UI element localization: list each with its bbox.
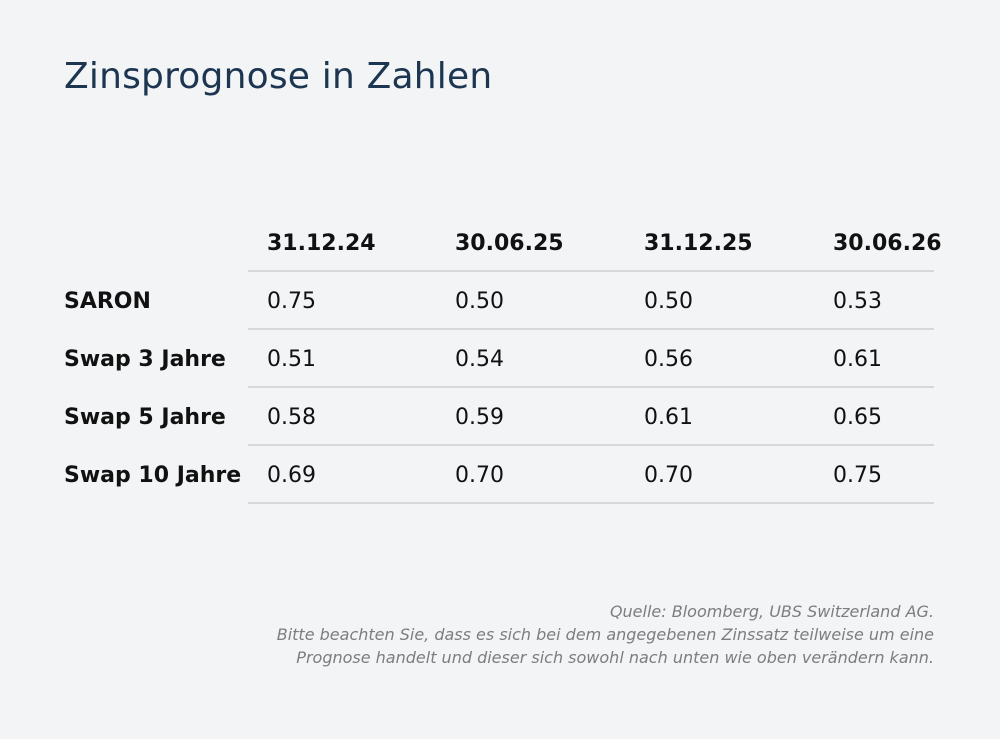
row-divider	[248, 444, 934, 446]
table-cell: 0.50	[455, 288, 504, 314]
table-cell: 0.61	[644, 404, 693, 430]
footnote: Quelle: Bloomberg, UBS Switzerland AG. B…	[214, 600, 934, 669]
row-divider	[248, 328, 934, 330]
row-label: Swap 10 Jahre	[64, 462, 242, 488]
row-label: SARON	[64, 288, 151, 314]
table-row: Swap 5 Jahre 0.58 0.59 0.61 0.65	[64, 388, 934, 446]
table-cell: 0.69	[267, 462, 316, 488]
disclaimer-line: Bitte beachten Sie, dass es sich bei dem…	[276, 625, 934, 644]
table-cell: 0.70	[644, 462, 693, 488]
column-header: 30.06.26	[833, 230, 942, 256]
table-row: Swap 10 Jahre 0.69 0.70 0.70 0.75	[64, 446, 934, 504]
table-cell: 0.61	[833, 346, 882, 372]
forecast-table: 31.12.24 30.06.25 31.12.25 30.06.26 SARO…	[64, 214, 942, 504]
column-header: 31.12.24	[267, 230, 376, 256]
column-header: 31.12.25	[644, 230, 753, 256]
row-label: Swap 5 Jahre	[64, 404, 226, 430]
table-cell: 0.70	[455, 462, 504, 488]
table-row: Swap 3 Jahre 0.51 0.54 0.56 0.61	[64, 330, 934, 388]
row-divider	[248, 270, 934, 272]
disclaimer-line: Prognose handelt und dieser sich sowohl …	[296, 648, 934, 667]
column-header: 30.06.25	[455, 230, 564, 256]
table-cell: 0.51	[267, 346, 316, 372]
row-label: Swap 3 Jahre	[64, 346, 226, 372]
table-cell: 0.53	[833, 288, 882, 314]
row-divider	[248, 386, 934, 388]
row-divider	[248, 502, 934, 504]
table-cell: 0.54	[455, 346, 504, 372]
table-header-row: 31.12.24 30.06.25 31.12.25 30.06.26	[64, 214, 942, 272]
table-cell: 0.59	[455, 404, 504, 430]
table-cell: 0.58	[267, 404, 316, 430]
page-title: Zinsprognose in Zahlen	[64, 56, 493, 97]
table-cell: 0.65	[833, 404, 882, 430]
table-row: SARON 0.75 0.50 0.50 0.53	[64, 272, 934, 330]
source-note: Quelle: Bloomberg, UBS Switzerland AG.	[609, 602, 934, 621]
table-cell: 0.75	[833, 462, 882, 488]
table-cell: 0.75	[267, 288, 316, 314]
table-cell: 0.56	[644, 346, 693, 372]
table-cell: 0.50	[644, 288, 693, 314]
